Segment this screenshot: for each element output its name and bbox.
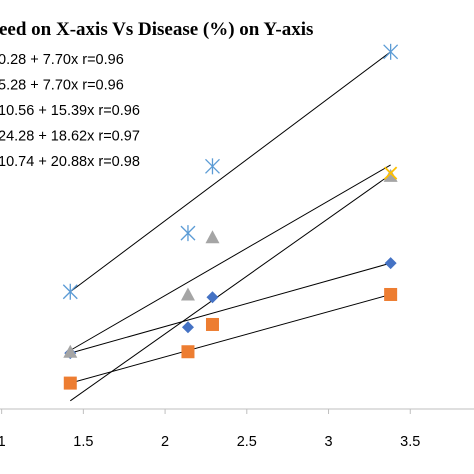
chart-title: eed on X-axis Vs Disease (%) on Y-axis xyxy=(0,19,313,40)
triangle-marker xyxy=(383,168,398,182)
trendline xyxy=(69,51,391,293)
triangle-marker xyxy=(63,344,78,358)
equation-label: 5.28 + 7.70x r=0.96 xyxy=(0,78,124,94)
trendline xyxy=(70,164,391,351)
square-marker xyxy=(63,376,77,390)
x-tick-label: 2.5 xyxy=(237,434,257,450)
asterisk-marker xyxy=(383,43,399,60)
square-marker xyxy=(205,317,219,331)
x-tick-label: 1.5 xyxy=(73,434,93,450)
data-markers xyxy=(62,43,399,390)
x-axis-ticks: 1 1.5 2 2.5 3 3.5 xyxy=(0,409,420,450)
x-tick-label: 2 xyxy=(161,434,169,450)
equation-legend: 0.28 + 7.70x r=0.96 5.28 + 7.70x r=0.96 10… xyxy=(0,52,140,170)
asterisk-marker xyxy=(180,225,196,242)
trendline xyxy=(69,174,391,402)
x-tick-label: 3 xyxy=(324,434,332,450)
diamond-marker xyxy=(181,321,194,334)
x-tick-label: 1 xyxy=(0,434,6,450)
equation-label: 24.28 + 18.62x r=0.97 xyxy=(0,129,140,145)
equation-label: 10.56 + 15.39x r=0.96 xyxy=(0,103,140,119)
asterisk-marker xyxy=(62,283,78,300)
equation-label: 0.28 + 7.70x r=0.96 xyxy=(0,52,124,68)
diamond-marker xyxy=(384,257,397,270)
x-tick-label: 3.5 xyxy=(400,434,420,450)
square-marker xyxy=(181,345,195,359)
asterisk-marker xyxy=(205,158,220,175)
trendline xyxy=(70,293,391,384)
diamond-marker xyxy=(206,291,219,304)
triangle-marker xyxy=(205,230,220,244)
triangle-marker xyxy=(180,287,195,301)
square-marker xyxy=(384,287,398,301)
equation-label: 10.74 + 20.88x r=0.98 xyxy=(0,154,140,170)
x-marker xyxy=(384,166,398,180)
trendline xyxy=(70,262,391,354)
trendlines xyxy=(69,51,391,402)
